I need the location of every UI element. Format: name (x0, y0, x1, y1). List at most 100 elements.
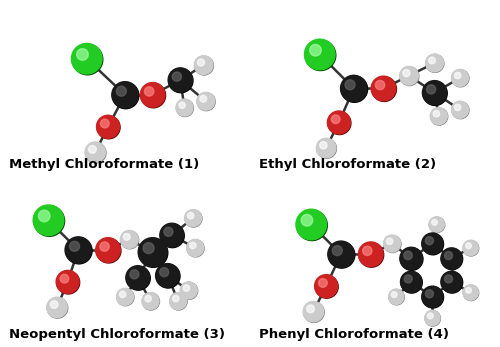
Circle shape (452, 70, 469, 87)
Circle shape (463, 285, 478, 300)
Circle shape (384, 236, 401, 253)
Circle shape (317, 139, 336, 158)
Circle shape (433, 110, 440, 117)
Circle shape (70, 241, 80, 251)
Circle shape (34, 206, 64, 236)
Circle shape (424, 310, 440, 326)
Circle shape (156, 264, 180, 287)
Circle shape (400, 248, 423, 270)
Circle shape (50, 301, 58, 308)
Circle shape (400, 271, 422, 293)
Circle shape (430, 108, 448, 125)
Circle shape (403, 69, 410, 77)
Circle shape (428, 313, 433, 319)
Circle shape (180, 282, 198, 299)
Circle shape (56, 271, 80, 294)
Circle shape (100, 119, 109, 128)
Circle shape (401, 272, 422, 293)
Circle shape (48, 298, 68, 318)
Circle shape (306, 305, 314, 313)
Circle shape (184, 210, 202, 227)
Circle shape (112, 82, 138, 108)
Circle shape (389, 289, 404, 305)
Circle shape (315, 275, 338, 298)
Circle shape (310, 44, 322, 56)
Circle shape (112, 82, 139, 109)
Circle shape (143, 243, 154, 254)
Circle shape (466, 287, 471, 293)
Circle shape (186, 239, 204, 256)
Circle shape (328, 241, 354, 268)
Circle shape (463, 240, 478, 255)
Circle shape (425, 311, 440, 326)
Circle shape (430, 217, 444, 232)
Circle shape (444, 275, 452, 283)
Circle shape (332, 115, 340, 124)
Circle shape (314, 275, 338, 298)
Circle shape (124, 234, 130, 240)
Circle shape (422, 234, 444, 255)
Circle shape (362, 246, 372, 255)
Circle shape (141, 83, 166, 108)
Circle shape (426, 290, 434, 298)
Circle shape (76, 49, 88, 60)
Circle shape (140, 83, 165, 107)
Circle shape (180, 282, 198, 299)
Circle shape (422, 81, 446, 105)
Circle shape (426, 85, 436, 94)
Circle shape (139, 238, 168, 267)
Circle shape (452, 69, 468, 86)
Circle shape (97, 116, 120, 139)
Circle shape (400, 67, 419, 86)
Circle shape (72, 44, 103, 75)
Circle shape (442, 248, 462, 270)
Circle shape (47, 297, 67, 318)
Circle shape (340, 75, 367, 102)
Circle shape (96, 238, 121, 263)
Circle shape (441, 271, 462, 293)
Circle shape (318, 279, 328, 287)
Circle shape (358, 242, 383, 266)
Circle shape (328, 111, 350, 134)
Circle shape (176, 100, 194, 117)
Circle shape (404, 275, 412, 283)
Circle shape (200, 95, 206, 102)
Circle shape (195, 56, 214, 75)
Text: Methyl Chloroformate (1): Methyl Chloroformate (1) (9, 158, 199, 171)
Circle shape (316, 138, 336, 158)
Circle shape (38, 210, 50, 222)
Circle shape (190, 242, 196, 249)
Text: Phenyl Chloroformate (4): Phenyl Chloroformate (4) (259, 328, 449, 341)
Circle shape (328, 242, 355, 268)
Circle shape (156, 264, 180, 288)
Circle shape (328, 112, 351, 135)
Circle shape (121, 231, 138, 249)
Circle shape (170, 293, 187, 310)
Circle shape (303, 302, 324, 322)
Circle shape (371, 76, 396, 101)
Circle shape (188, 212, 194, 219)
Circle shape (85, 142, 105, 162)
Circle shape (320, 142, 327, 149)
Circle shape (72, 43, 102, 74)
Circle shape (442, 272, 462, 293)
Circle shape (304, 39, 335, 70)
Circle shape (198, 93, 215, 111)
Circle shape (120, 230, 138, 248)
Circle shape (160, 223, 184, 247)
Circle shape (305, 40, 336, 70)
Circle shape (384, 235, 400, 252)
Circle shape (296, 209, 326, 240)
Circle shape (296, 210, 328, 240)
Circle shape (66, 237, 92, 264)
Circle shape (400, 247, 422, 270)
Circle shape (332, 246, 342, 256)
Circle shape (172, 295, 179, 302)
Circle shape (144, 87, 154, 96)
Circle shape (160, 268, 168, 277)
Circle shape (160, 224, 184, 248)
Circle shape (432, 219, 438, 225)
Circle shape (116, 86, 126, 96)
Circle shape (86, 143, 106, 163)
Circle shape (341, 76, 367, 102)
